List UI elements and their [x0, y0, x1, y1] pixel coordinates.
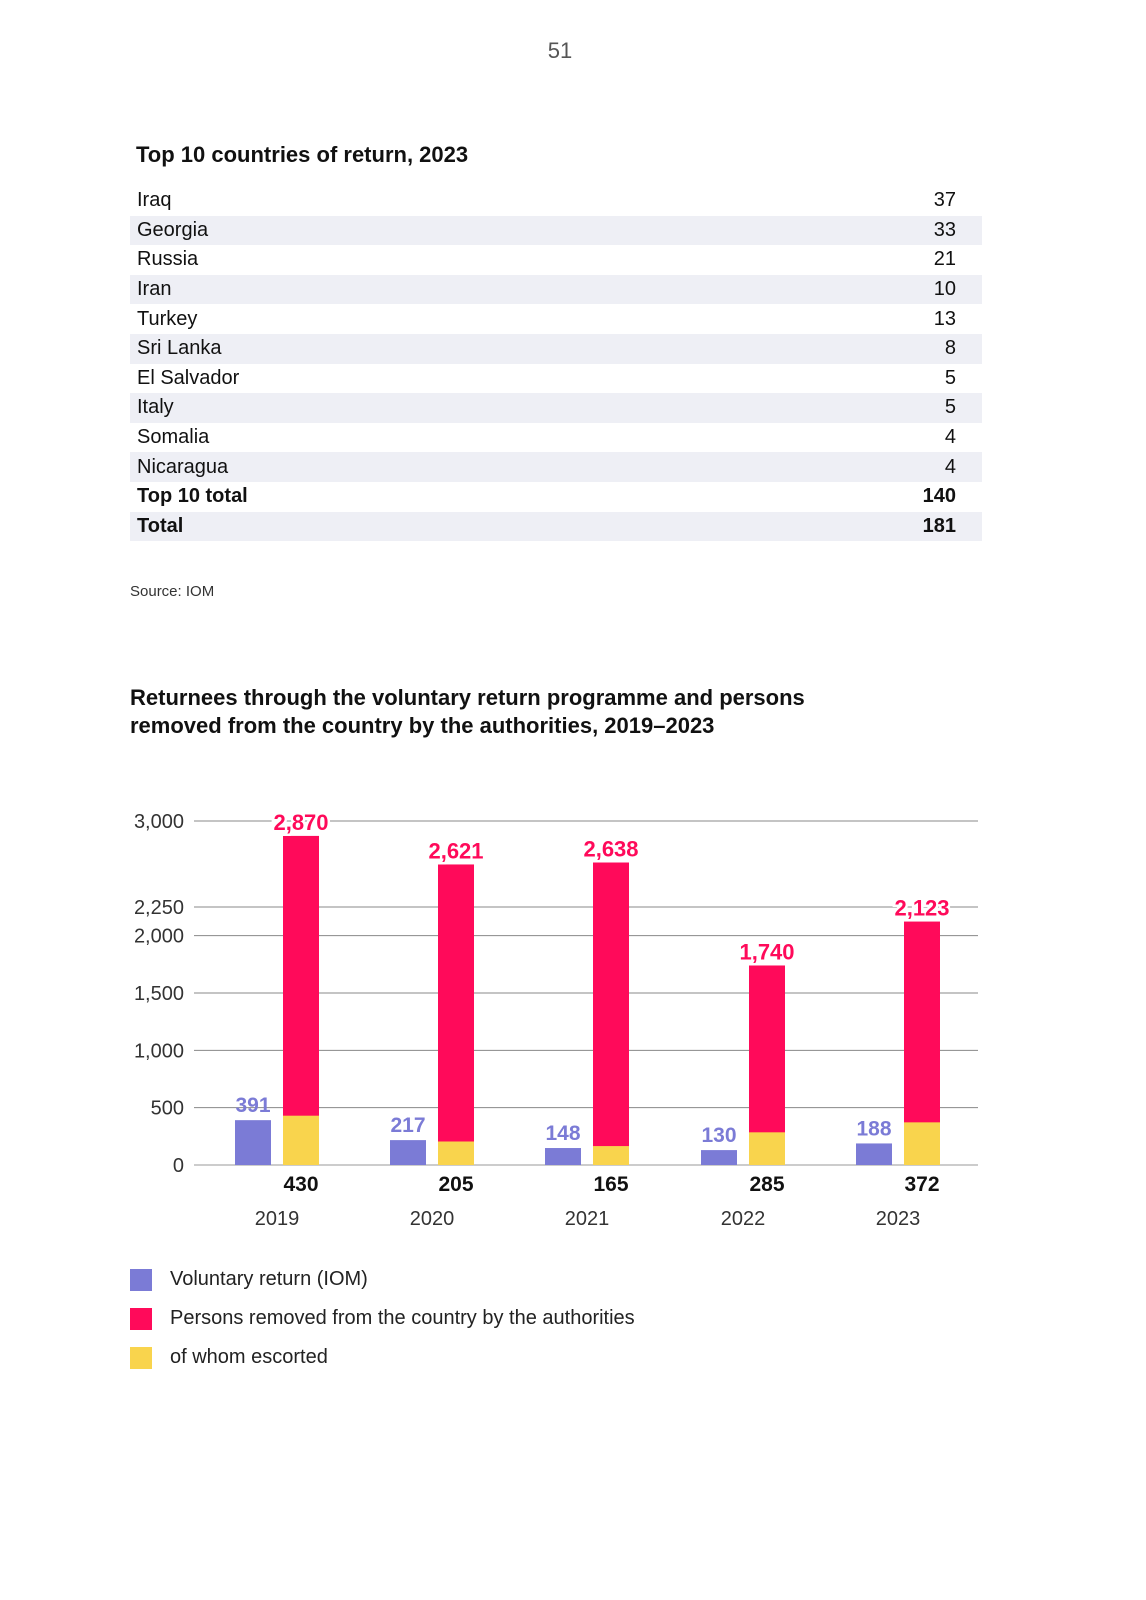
bar-escorted: [749, 1132, 785, 1165]
y-tick-label: 3,000: [134, 811, 184, 833]
data-label-voluntary: 391: [235, 1094, 270, 1117]
country-cell: Georgia: [130, 215, 687, 246]
bar-voluntary-return: [390, 1140, 426, 1165]
bar-escorted: [593, 1146, 629, 1165]
total-label: Total: [130, 511, 687, 542]
data-label-removed: 2,870: [273, 810, 328, 835]
value-cell: 13: [933, 307, 956, 330]
bar-persons-removed: [438, 864, 474, 1165]
value-cell: 5: [686, 393, 982, 423]
bar-persons-removed: [749, 965, 785, 1165]
bar-chart: 0 500 1,000 1,500 2,000 2,250 3,000 391 2,870 430…: [134, 807, 978, 1230]
country-cell: Nicaragua: [130, 452, 687, 482]
table-row: Somalia 4: [130, 423, 982, 453]
data-label-removed: 2,621: [428, 838, 483, 863]
legend-swatch-voluntary: [130, 1268, 152, 1291]
legend-item-escorted: of whom escorted: [130, 1338, 635, 1377]
data-label-escorted: 205: [438, 1173, 473, 1196]
data-label-removed: 2,123: [894, 896, 949, 921]
table-row: Italy 5: [130, 393, 982, 423]
bar-voluntary-return: [701, 1150, 737, 1165]
y-tick-label: 2,000: [134, 926, 184, 948]
table-row: El Salvador 5: [130, 364, 982, 394]
country-cell: Somalia: [137, 426, 210, 449]
legend-label: Voluntary return (IOM): [170, 1268, 368, 1290]
data-label-escorted: 372: [904, 1173, 939, 1196]
top10-total-value: 140: [922, 485, 956, 508]
country-cell: El Salvador: [137, 366, 240, 389]
data-label-voluntary: 217: [390, 1114, 425, 1137]
bar-escorted: [438, 1141, 474, 1165]
table-row: Iran 10: [130, 274, 982, 305]
legend-swatch-removed: [130, 1307, 152, 1330]
data-label-voluntary: 148: [545, 1122, 580, 1145]
data-label-removed: 1,740: [739, 939, 794, 964]
value-cell: 8: [686, 333, 982, 364]
legend-label: Persons removed from the country by the …: [170, 1307, 635, 1329]
legend-label: of whom escorted: [170, 1346, 328, 1368]
bar-voluntary-return: [856, 1143, 892, 1165]
bar-escorted: [283, 1115, 319, 1165]
legend-item-voluntary: Voluntary return (IOM): [130, 1260, 635, 1299]
value-cell: 5: [944, 366, 956, 389]
value-cell: 33: [686, 215, 982, 246]
legend-swatch-escorted: [130, 1346, 152, 1369]
table-row: Russia 21: [130, 245, 982, 275]
value-cell: 4: [944, 426, 956, 449]
page-number: 51: [547, 38, 573, 63]
legend-item-removed: Persons removed from the country by the …: [130, 1299, 635, 1338]
bar-persons-removed: [283, 835, 319, 1165]
chart-legend: Voluntary return (IOM) Persons removed f…: [130, 1260, 635, 1377]
bar-voluntary-return: [235, 1120, 271, 1165]
x-category-label: 2023: [876, 1208, 921, 1230]
y-tick-label: 0: [173, 1155, 184, 1177]
bar-voluntary-return: [545, 1148, 581, 1165]
source-note: Source: IOM: [130, 583, 215, 600]
total-row: Total 181: [130, 511, 982, 542]
value-cell: 37: [933, 189, 956, 212]
x-category-label: 2022: [721, 1208, 766, 1230]
table-row: Iraq 37: [130, 186, 982, 216]
data-label-escorted: 285: [749, 1173, 784, 1196]
country-cell: Turkey: [137, 307, 198, 330]
table-row: Nicaragua 4: [130, 452, 982, 482]
table-row: Georgia 33: [130, 215, 982, 246]
value-cell: 4: [686, 452, 982, 482]
x-category-label: 2020: [410, 1208, 455, 1230]
y-tick-label: 1,500: [134, 983, 184, 1005]
data-label-escorted: 430: [283, 1173, 318, 1196]
bar-escorted: [904, 1122, 940, 1165]
country-cell: Iraq: [137, 189, 172, 212]
countries-table: Iraq 37 Georgia 33 Russia 21 Iran 10 Turkey 1…: [130, 186, 982, 542]
country-cell: Italy: [130, 393, 687, 423]
country-cell: Russia: [137, 248, 199, 271]
country-cell: Iran: [130, 274, 687, 305]
data-label-voluntary: 130: [701, 1124, 736, 1147]
data-label-voluntary: 188: [856, 1117, 891, 1140]
x-category-label: 2019: [255, 1208, 300, 1230]
table-row: Turkey 13: [130, 304, 982, 334]
y-tick-label: 2,250: [134, 897, 184, 919]
table-title: Top 10 countries of return, 2023: [136, 142, 469, 167]
data-label-escorted: 165: [593, 1173, 628, 1196]
value-cell: 10: [686, 274, 982, 305]
total-value: 181: [686, 511, 982, 542]
chart-title: Returnees through the voluntary return p…: [130, 685, 805, 738]
country-cell: Sri Lanka: [130, 333, 687, 364]
data-label-removed: 2,638: [583, 837, 638, 862]
bar-persons-removed: [593, 862, 629, 1165]
value-cell: 21: [933, 248, 956, 271]
top10-total-row: Top 10 total 140: [130, 482, 982, 512]
y-tick-label: 500: [151, 1098, 184, 1120]
x-category-label: 2021: [565, 1208, 610, 1230]
top10-total-label: Top 10 total: [137, 485, 248, 508]
y-tick-label: 1,000: [134, 1040, 184, 1062]
table-row: Sri Lanka 8: [130, 333, 982, 364]
